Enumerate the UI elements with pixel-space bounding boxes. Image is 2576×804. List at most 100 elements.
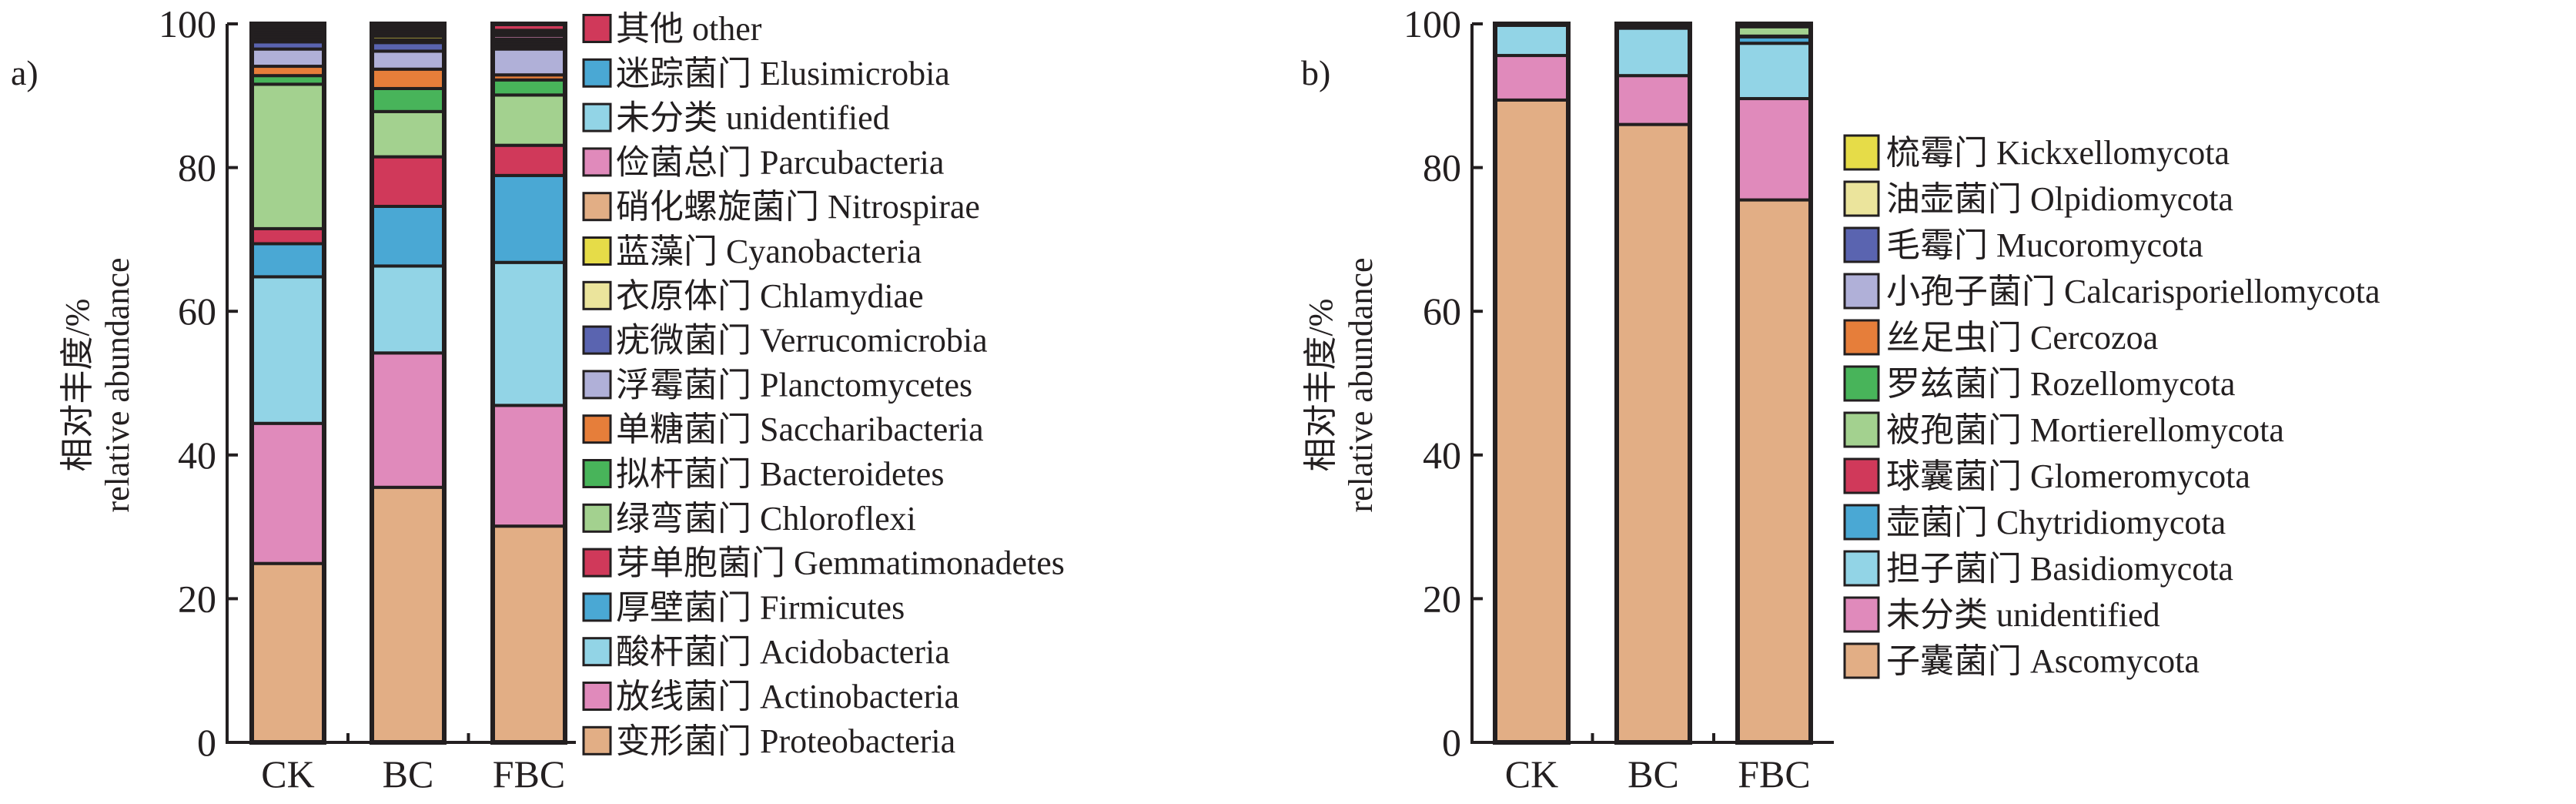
bar-segment (491, 93, 567, 147)
x-tick-label: CK (261, 752, 314, 796)
bar-segment (370, 351, 446, 489)
y-tick-label: 100 (159, 2, 216, 45)
legend-label: 变形菌门 Proteobacteria (616, 722, 955, 760)
legend-item: 俭菌总门 Parcubacteria (582, 143, 944, 181)
legend-item: 硝化螺旋菌门 Nitrospirae (582, 188, 980, 226)
legend-label: 壶菌门 Chytridiomycota (1886, 504, 2226, 541)
legend-b: 梳霉门 Kickxellomycota 油壶菌门 Olpidiomycota 毛霉门… (1843, 134, 2380, 680)
legend-item: 未分类 unidentified (1843, 596, 2160, 634)
legend-swatch (582, 548, 612, 578)
legend-item: 疣微菌门 Verrucomicrobia (582, 322, 988, 360)
y-axis-label-cn: 相对丰度/% (1302, 299, 1340, 472)
x-tick-label: FBC (1738, 752, 1811, 796)
y-tick-label: 0 (1442, 721, 1461, 764)
bar-segment (1615, 26, 1691, 78)
legend-label: 未分类 unidentified (616, 99, 890, 137)
plot-area-b: CK BC FBC 0 20 40 60 80 100 (1403, 2, 1834, 796)
legend-item: 迷踪菌门 Elusimicrobia (582, 55, 950, 92)
y-tick-label: 60 (1423, 290, 1461, 333)
legend-swatch (582, 725, 612, 755)
legend-swatch (582, 414, 612, 444)
legend-label: 小孢子菌门 Calcarisporiellomycota (1886, 273, 2380, 310)
legend-label: 被孢菌门 Mortierellomycota (1886, 411, 2284, 449)
legend-item: 毛霉门 Mucoromycota (1843, 226, 2203, 264)
bar-segment (491, 47, 567, 77)
bar-stack-fbc (1735, 22, 1813, 745)
legend-swatch (1843, 550, 1880, 587)
legend-item: 放线菌门 Actinobacteria (582, 678, 959, 715)
legend-label: 蓝藻门 Cyanobacteria (616, 233, 922, 270)
bar-segment (370, 49, 446, 71)
legend-label: 硝化螺旋菌门 Nitrospirae (616, 188, 980, 226)
legend-item: 子囊菌门 Ascomycota (1843, 642, 2200, 680)
legend-item: 球囊菌门 Glomeromycota (1843, 457, 2250, 495)
legend-label: 浮霉菌门 Planctomycetes (616, 366, 972, 404)
bar-stack-ck (249, 22, 326, 745)
legend-swatch (582, 236, 612, 266)
bar-segment (370, 204, 446, 268)
bar-segment (491, 173, 567, 264)
legend-swatch (582, 102, 612, 132)
legend-label: 油壶菌门 Olpidiomycota (1886, 180, 2233, 218)
legend-a: 其他 other 迷踪菌门 Elusimicrobia 未分类 unidentifi… (582, 10, 1065, 760)
legend-swatch (582, 682, 612, 711)
bar-segment (250, 47, 326, 69)
legend-item: 绿弯菌门 Chloroflexi (582, 500, 916, 538)
bar-segment (250, 421, 326, 565)
legend-label: 罗兹菌门 Rozellomycota (1886, 365, 2235, 403)
plot-area-a: CK BC FBC 0 20 40 60 80 100 (159, 2, 576, 796)
x-tick-label: FBC (493, 752, 566, 796)
legend-item: 丝足虫门 Cercozoa (1843, 319, 2158, 357)
bar-stack-bc (1614, 22, 1692, 745)
legend-label: 担子菌门 Basidiomycota (1886, 550, 2233, 588)
y-tick-label: 20 (1423, 577, 1461, 620)
y-tick-label: 20 (178, 577, 216, 620)
legend-swatch (1843, 504, 1880, 541)
legend-swatch (582, 370, 612, 400)
x-tick-label: BC (383, 752, 434, 796)
legend-swatch (582, 58, 612, 88)
x-tick-label: CK (1505, 752, 1558, 796)
legend-item: 拟杆菌门 Bacteroidetes (582, 455, 944, 493)
bar-segment (250, 561, 326, 744)
legend-swatch (582, 325, 612, 355)
legend-swatch (1843, 642, 1880, 679)
legend-label: 放线菌门 Actinobacteria (616, 678, 959, 715)
legend-swatch (582, 459, 612, 488)
legend-label: 梳霉门 Kickxellomycota (1886, 134, 2230, 172)
bar-segment (250, 242, 326, 279)
panel-b-fungi-chart: b) 相对丰度/% relative abundance CK BC FBC 0 20 4… (1301, 2, 2380, 796)
y-axis-label-en: relative abundance (99, 257, 136, 512)
legend-swatch (1843, 596, 1880, 633)
legend-item: 单糖菌门 Saccharibacteria (582, 410, 984, 448)
legend-item: 衣原体门 Chlamydiae (582, 277, 924, 315)
y-tick-label: 40 (1423, 434, 1461, 477)
legend-item: 油壶菌门 Olpidiomycota (1843, 180, 2233, 218)
legend-label: 单糖菌门 Saccharibacteria (616, 410, 984, 448)
bar-stack-bc (370, 22, 447, 745)
bar-segment (250, 226, 326, 246)
panel-a-bacteria-chart: a) 相对丰度/% relative abundance CK BC FBC 0 20 4… (11, 2, 1065, 796)
bar-segment (491, 78, 567, 97)
bar-stack-fbc (490, 22, 567, 745)
bar-segment (1736, 42, 1812, 101)
legend-label: 其他 other (616, 10, 762, 48)
legend-swatch (582, 503, 612, 533)
legend-label: 疣微菌门 Verrucomicrobia (616, 322, 988, 360)
legend-item: 蓝藻门 Cyanobacteria (582, 233, 922, 270)
bar-segment (250, 82, 326, 230)
bar-segment (370, 155, 446, 208)
bar-segment (370, 264, 446, 355)
legend-swatch (1843, 180, 1880, 217)
bar-segment (370, 67, 446, 90)
legend-item: 壶菌门 Chytridiomycota (1843, 504, 2226, 541)
bar-segment (1494, 23, 1570, 58)
legend-label: 迷踪菌门 Elusimicrobia (616, 55, 950, 92)
legend-item: 被孢菌门 Mortierellomycota (1843, 411, 2284, 449)
legend-item: 其他 other (582, 10, 762, 48)
bar-segment (370, 485, 446, 744)
legend-swatch (1843, 457, 1880, 494)
legend-label: 未分类 unidentified (1886, 596, 2160, 634)
panel-label-b: b) (1301, 53, 1330, 92)
